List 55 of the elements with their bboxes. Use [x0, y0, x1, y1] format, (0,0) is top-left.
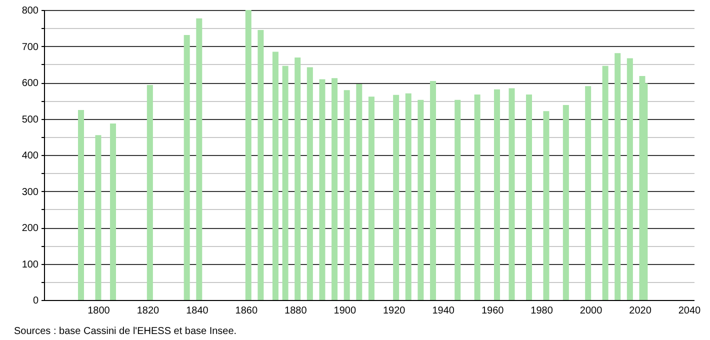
bar [508, 88, 515, 300]
bar [258, 30, 264, 300]
bar [614, 53, 621, 300]
x-tick-label: 2040 [678, 306, 702, 316]
x-tick-label: 1900 [334, 306, 356, 316]
x-tick-label: 1820 [136, 306, 160, 316]
bar [319, 79, 326, 300]
bar [602, 66, 608, 300]
x-tick-label: 1880 [284, 306, 308, 316]
bar [494, 89, 500, 300]
source-note: Sources : base Cassini de l'EHESS et base Insee. [14, 326, 238, 337]
bar [393, 94, 400, 300]
bar [454, 100, 461, 300]
x-tick-label: 1940 [432, 306, 455, 316]
y-tick-label: 400 [22, 150, 39, 162]
bar [95, 135, 102, 300]
x-tick-label: 1840 [186, 306, 209, 316]
bar [282, 66, 288, 300]
x-tick-label: 2000 [580, 306, 603, 316]
y-tick-label: 800 [22, 6, 39, 16]
bar [110, 123, 116, 300]
x-tick-label: 1800 [88, 306, 110, 316]
y-tick-label: 0 [32, 296, 39, 306]
bar [562, 104, 569, 300]
bar [306, 67, 313, 300]
y-tick-label: 600 [22, 78, 39, 89]
bar [78, 110, 84, 300]
bar [294, 57, 301, 300]
bar [332, 78, 338, 300]
x-tick-label: 1860 [235, 306, 258, 316]
bar [356, 84, 362, 300]
x-tick-label: 1980 [530, 306, 554, 316]
bar [526, 94, 532, 300]
bar [626, 58, 633, 300]
bar [543, 111, 550, 300]
bar [368, 96, 374, 300]
bar [405, 93, 412, 300]
y-tick-label: 500 [22, 114, 39, 126]
bar [146, 85, 153, 300]
y-tick-label: 100 [22, 259, 39, 270]
bar [196, 18, 202, 300]
y-tick-label: 700 [22, 42, 39, 53]
bar [418, 100, 424, 300]
bar [184, 35, 190, 300]
bar [474, 94, 480, 300]
bar [430, 81, 436, 300]
bar [344, 90, 350, 300]
x-tick-label: 1920 [382, 306, 406, 316]
bar [245, 10, 252, 300]
bar [272, 52, 278, 300]
y-tick-label: 300 [22, 186, 39, 198]
y-tick-label: 200 [22, 223, 39, 234]
x-tick-label: 2020 [629, 306, 652, 316]
bar [585, 86, 592, 300]
x-tick-label: 1960 [481, 306, 504, 316]
